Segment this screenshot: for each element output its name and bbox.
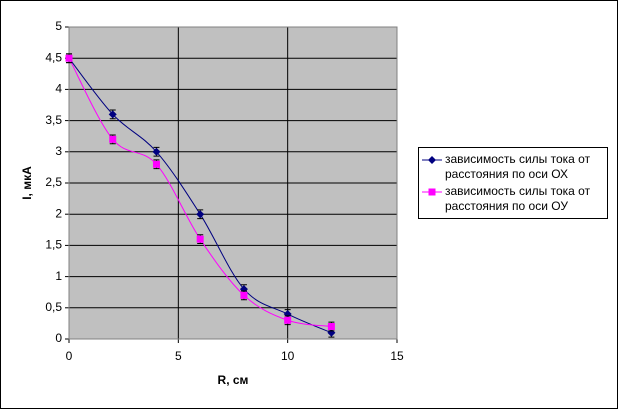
y-axis-label: I, мкА — [20, 166, 34, 200]
legend-label: зависимость силы тока от расстояния по о… — [445, 152, 591, 181]
marker — [284, 316, 292, 324]
marker — [109, 135, 117, 143]
y-tick-label: 2,5 — [45, 175, 62, 189]
marker — [196, 210, 205, 219]
y-tick-label: 1 — [55, 269, 62, 283]
y-tick-label: 2 — [55, 206, 62, 220]
y-tick-label: 4 — [55, 82, 62, 96]
x-tick-label: 15 — [390, 349, 404, 363]
x-tick-label: 0 — [66, 349, 73, 363]
marker — [65, 54, 73, 62]
x-axis-label: R, см — [218, 373, 249, 387]
marker — [240, 291, 248, 299]
y-tick-label: 1,5 — [45, 238, 62, 252]
y-tick-label: 3,5 — [45, 113, 62, 127]
legend-entry: зависимость силы тока от расстояния по о… — [419, 184, 607, 214]
marker — [428, 188, 436, 196]
marker — [152, 160, 160, 168]
y-tick-label: 0,5 — [45, 300, 62, 314]
marker — [428, 156, 436, 164]
marker — [152, 147, 161, 156]
plot-border — [68, 26, 398, 340]
x-tick-label: 10 — [281, 349, 295, 363]
y-tick-label: 3 — [55, 144, 62, 158]
y-tick-label: 5 — [55, 19, 62, 33]
marker — [327, 323, 335, 331]
marker — [196, 235, 204, 243]
legend-entry: зависимость силы тока от расстояния по о… — [419, 152, 607, 182]
legend-icon — [422, 156, 442, 164]
x-tick-label: 5 — [175, 349, 182, 363]
marker — [108, 110, 117, 119]
legend-icon — [422, 188, 442, 196]
y-tick-label: 4,5 — [45, 50, 62, 64]
y-tick-label: 0 — [55, 331, 62, 345]
legend: зависимость силы тока от расстояния по о… — [418, 147, 608, 219]
legend-label: зависимость силы тока от расстояния по о… — [445, 184, 591, 213]
